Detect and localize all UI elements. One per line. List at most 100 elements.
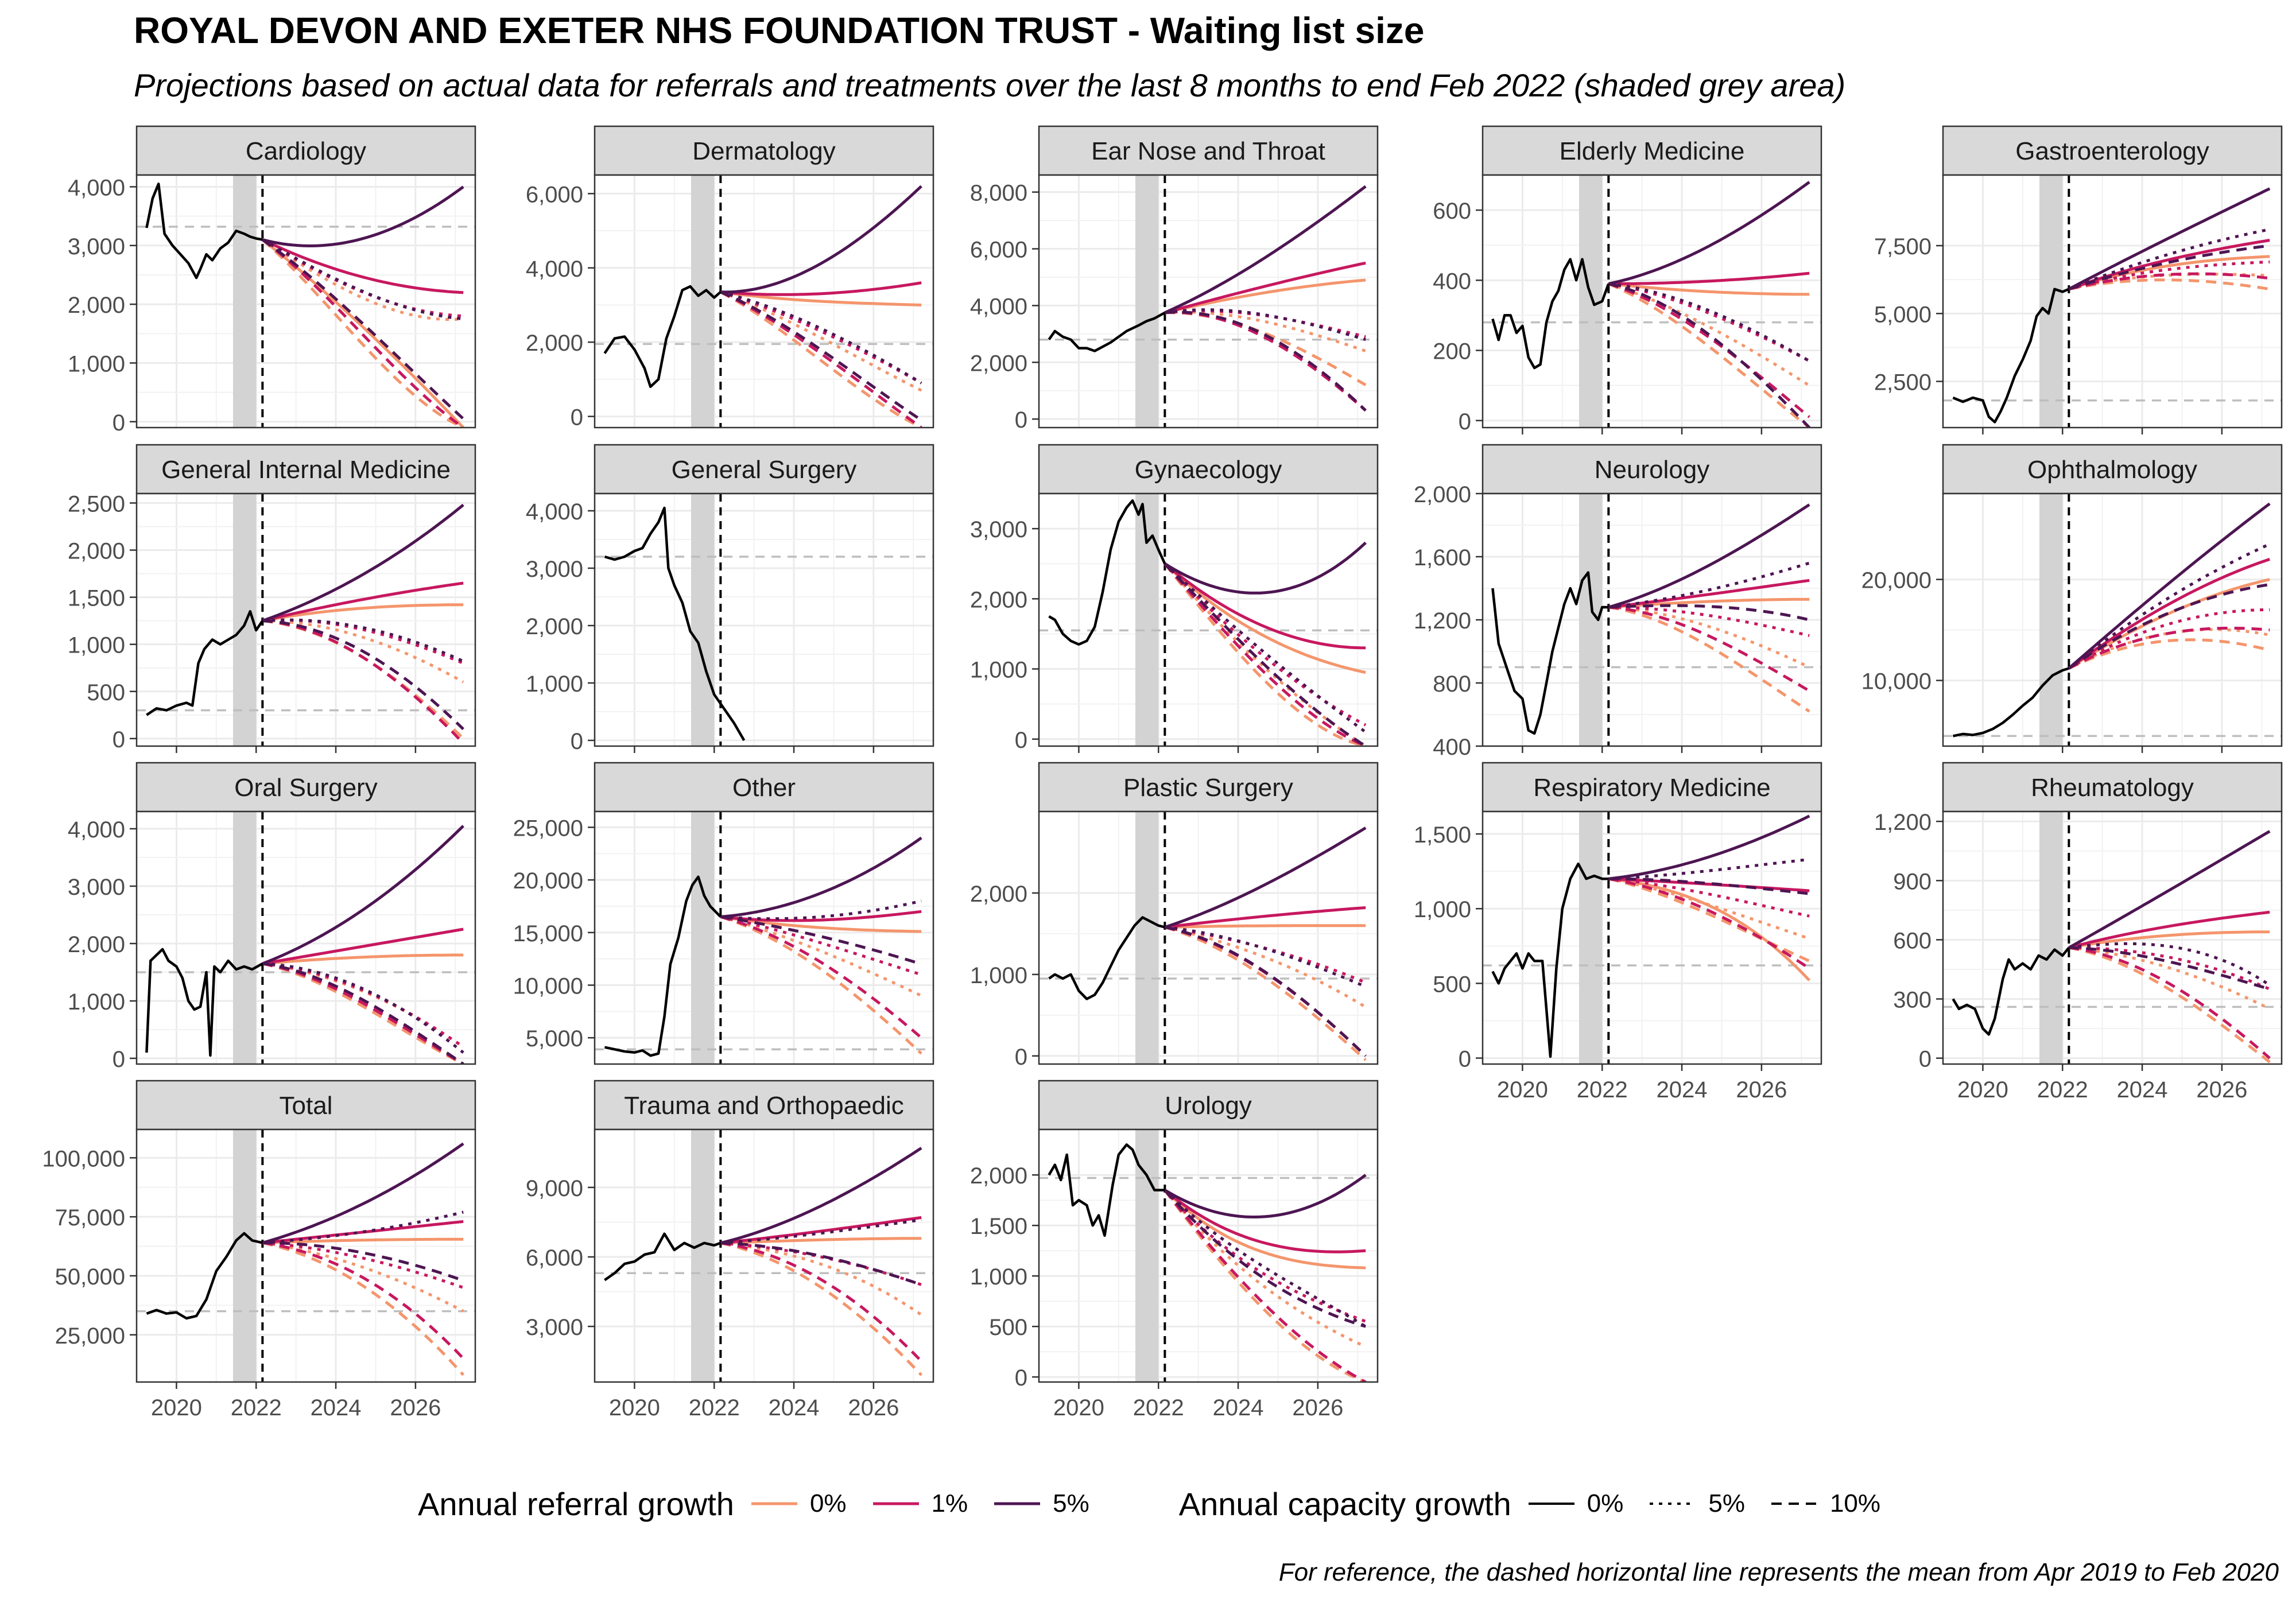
shaded-period — [691, 1129, 715, 1382]
y-tick-label: 500 — [1433, 972, 1471, 997]
projection-line — [262, 238, 464, 321]
plot-content — [595, 812, 933, 1064]
projection-line — [1608, 181, 1810, 285]
legend: Annual referral growth 0% 1% 5% Annual c… — [418, 1484, 1907, 1524]
actual-data-line — [146, 1232, 263, 1320]
x-tick-label: 2024 — [2117, 1077, 2168, 1103]
facet-strip-label: Gynaecology — [1135, 456, 1282, 484]
projection-line — [720, 1147, 922, 1245]
projection-line — [262, 619, 464, 731]
projection-line — [2068, 187, 2271, 290]
y-tick-label: 2,000 — [970, 1163, 1027, 1189]
legend-swatch — [1528, 1503, 1574, 1505]
facet-strip — [135, 1080, 476, 1131]
actual-data-line — [145, 183, 263, 280]
projection-line — [720, 915, 922, 1039]
panel-border — [1038, 810, 1379, 1065]
shaded-period — [1578, 175, 1603, 428]
facet-strip — [135, 125, 476, 176]
legend-key-label: 5% — [1053, 1489, 1089, 1517]
facet-strip-label: Other — [732, 774, 796, 802]
facet-panel: Cardiology 0 1,000 2,000 3,000 4,000 — [68, 125, 476, 436]
legend-swatch — [872, 1502, 919, 1505]
facet-strip — [1942, 762, 2283, 813]
panel-border — [135, 810, 476, 1065]
y-tick-label: 0 — [113, 410, 125, 436]
projection-line — [1608, 282, 1810, 428]
facet-strip-label: Ophthalmology — [2027, 456, 2197, 484]
panel-border — [135, 174, 476, 429]
actual-data-line — [146, 610, 264, 716]
plot-content — [1943, 494, 2282, 746]
facet-strip — [1481, 762, 1822, 813]
projection-line — [1608, 597, 1810, 609]
x-tick-label: 2022 — [2037, 1077, 2088, 1103]
projection-line — [1164, 185, 1367, 315]
y-tick-label: 4,000 — [68, 175, 125, 200]
projection-line — [1164, 926, 1367, 1057]
shaded-period — [1135, 175, 1159, 428]
page-title: ROYAL DEVON AND EXETER NHS FOUNDATION TR… — [134, 10, 1425, 51]
projection-line — [262, 1241, 465, 1376]
y-tick-label: 4,000 — [970, 294, 1027, 319]
projection-line — [261, 238, 464, 428]
projection-line — [2068, 930, 2270, 949]
actual-data-line — [604, 506, 746, 742]
panel-border — [594, 810, 934, 1065]
projection-line — [1608, 877, 1810, 970]
y-tick-label: 50,000 — [55, 1264, 125, 1290]
projection-line — [1163, 562, 1367, 727]
plot-area — [1943, 494, 2282, 746]
facet-strip-label: Plastic Surgery — [1123, 774, 1293, 802]
facet-strip-label: Cardiology — [246, 137, 366, 165]
projection-line — [720, 910, 922, 922]
y-tick-label: 1,200 — [1414, 608, 1471, 634]
projection-line — [262, 1241, 465, 1360]
projection-line — [1608, 605, 1810, 692]
facet-panel: Trauma and Orthopaedic 3,000 6,000 9,000 202… — [526, 1080, 934, 1420]
legend-key-label: 5% — [1708, 1489, 1745, 1517]
legend-swatch — [751, 1502, 797, 1505]
panel-border — [1038, 174, 1379, 429]
projection-line — [2068, 502, 2271, 670]
projection-line — [720, 1241, 922, 1316]
facet-strip-label: Trauma and Orthopaedic — [624, 1092, 904, 1120]
facet-strip-label: Total — [280, 1092, 333, 1120]
y-tick-label: 4,000 — [526, 257, 583, 282]
projection-line — [2068, 558, 2271, 670]
projection-line — [1608, 857, 1810, 880]
panel-border — [594, 492, 934, 747]
projection-line — [262, 1142, 464, 1244]
actual-data-line — [604, 1232, 722, 1282]
y-tick-label: 3,000 — [526, 1315, 583, 1340]
projection-line — [720, 915, 922, 933]
y-tick-label: 10,000 — [1861, 669, 1932, 694]
y-tick-label: 75,000 — [55, 1205, 125, 1231]
projection-line — [1608, 579, 1810, 609]
projection-line — [262, 619, 464, 684]
x-tick-label: 2020 — [1053, 1395, 1104, 1420]
x-tick-label: 2024 — [769, 1395, 820, 1420]
x-tick-label: 2024 — [1657, 1077, 1708, 1103]
facet-strip — [1038, 1080, 1379, 1131]
plot-content — [1483, 175, 1821, 428]
projection-line — [2068, 946, 2271, 1059]
y-tick-label: 0 — [113, 727, 125, 752]
panel-border — [135, 1128, 476, 1383]
projection-line — [1163, 1189, 1366, 1253]
actual-data-line — [1048, 311, 1166, 352]
projection-line — [720, 899, 922, 921]
legend-key: 5% — [1650, 1489, 1745, 1518]
y-tick-label: 1,000 — [970, 963, 1027, 988]
projection-line — [262, 1220, 464, 1244]
actual-data-line — [145, 948, 263, 1057]
actual-data-line — [1491, 862, 1609, 1058]
projection-line — [2069, 946, 2271, 1011]
y-tick-label: 1,500 — [970, 1214, 1027, 1239]
actual-data-line — [1952, 667, 2069, 737]
legend-title: Annual capacity growth — [1178, 1485, 1511, 1522]
panel-border — [1481, 810, 1822, 1065]
projection-line — [1163, 1189, 1367, 1382]
plot-area — [137, 1129, 475, 1382]
projection-line — [1165, 310, 1367, 412]
